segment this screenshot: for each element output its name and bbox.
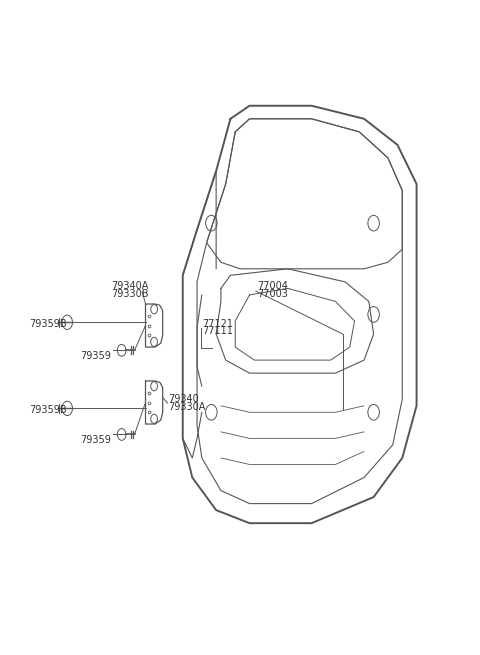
- Text: 79340A: 79340A: [111, 281, 148, 291]
- Text: 79330A: 79330A: [168, 402, 206, 412]
- Text: 77111: 77111: [202, 326, 233, 337]
- Text: 79330B: 79330B: [111, 289, 149, 299]
- Text: 79359B: 79359B: [29, 405, 67, 415]
- Text: 79359B: 79359B: [29, 318, 67, 329]
- Text: 79359: 79359: [80, 350, 111, 360]
- Text: 79359: 79359: [80, 435, 111, 445]
- Text: 77004: 77004: [257, 281, 288, 291]
- Text: 79340: 79340: [168, 394, 199, 404]
- Text: 77003: 77003: [257, 289, 288, 299]
- Text: 77121: 77121: [202, 318, 233, 329]
